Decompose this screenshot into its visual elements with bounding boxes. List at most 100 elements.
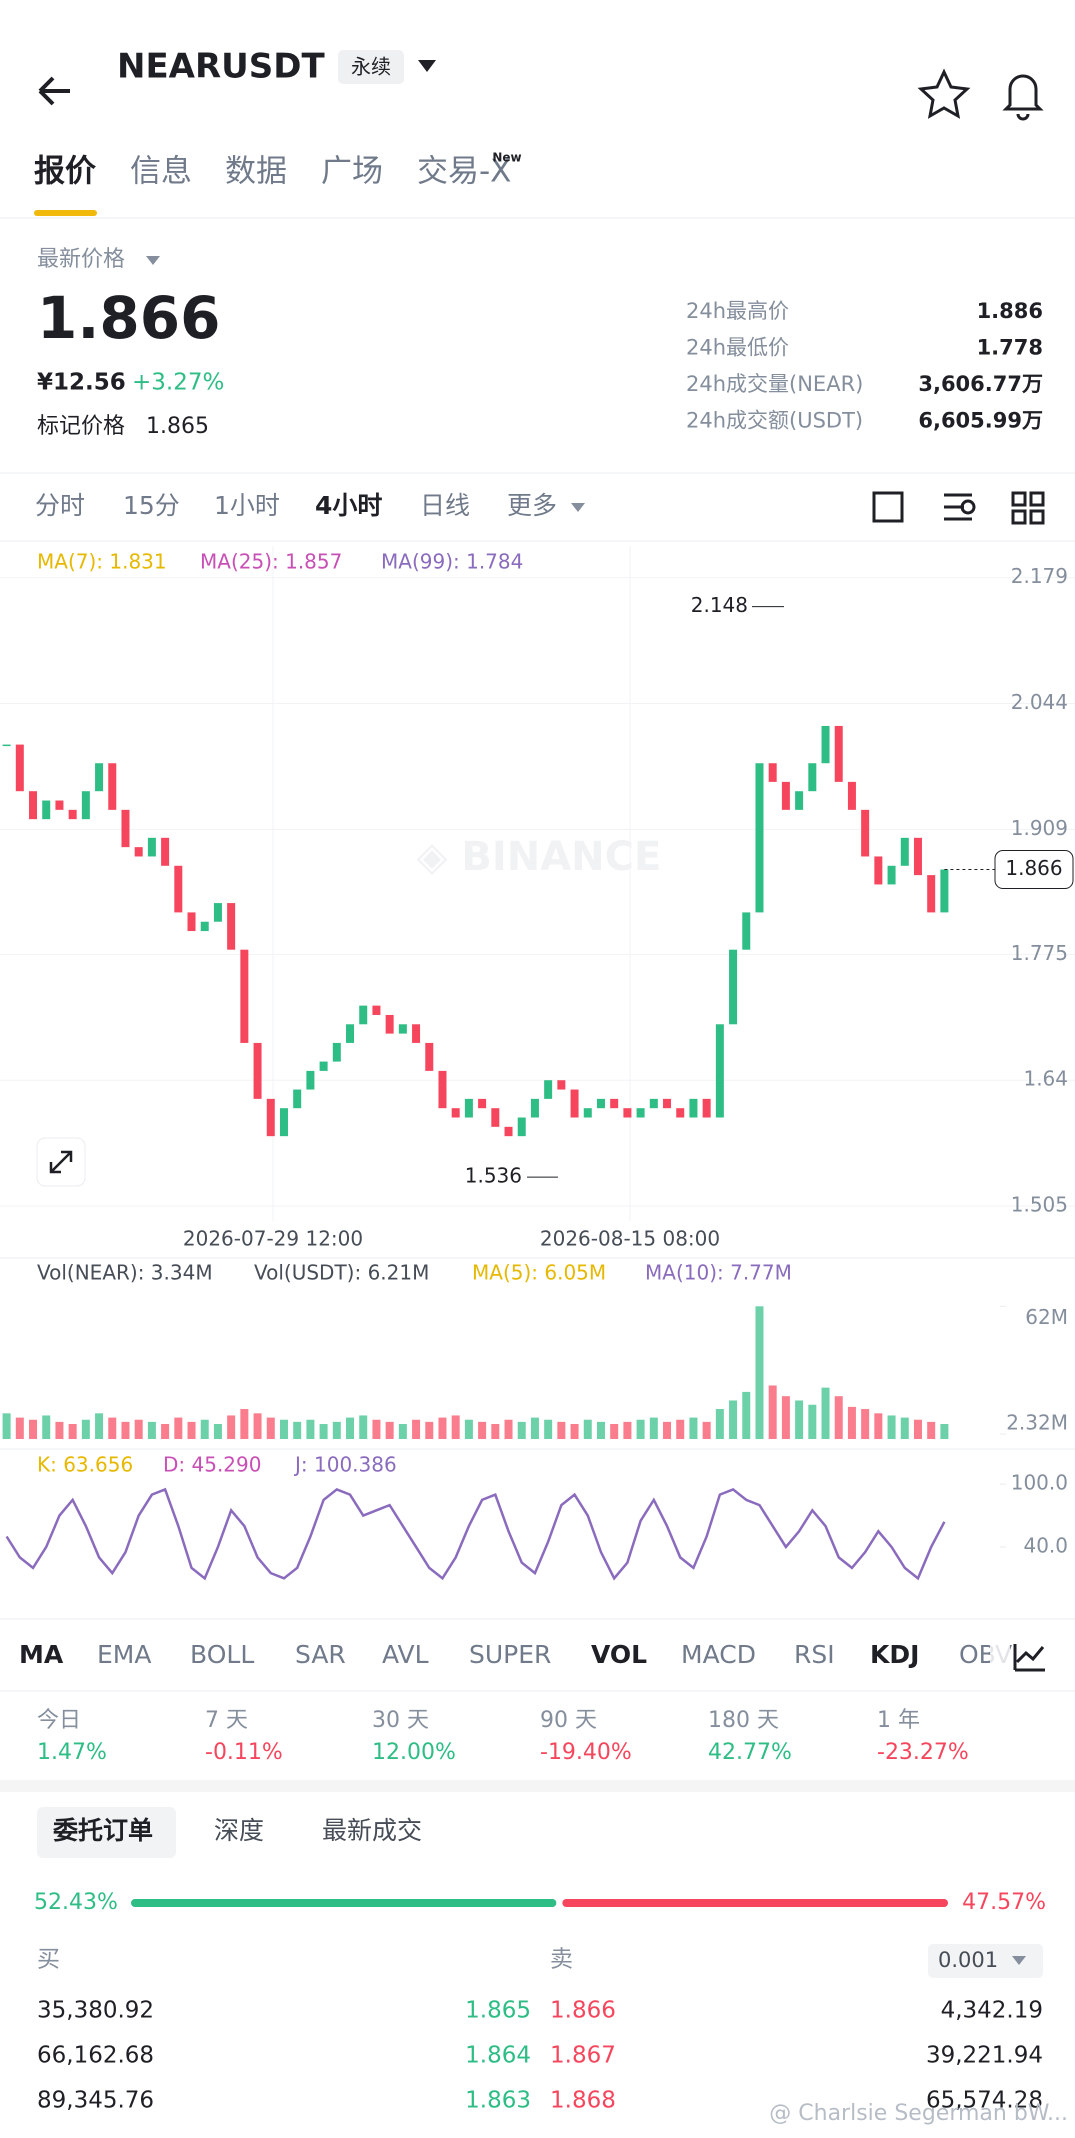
interval-tab[interactable]: 4小时	[315, 491, 382, 520]
ma-legend: MA(25): 1.857	[200, 550, 342, 574]
active-order-tab	[37, 1807, 176, 1858]
candle	[781, 781, 790, 810]
y-tick-label: 1.775	[1011, 941, 1068, 965]
volume-bar	[861, 1409, 870, 1439]
candle	[570, 1089, 579, 1118]
candle	[557, 1080, 566, 1090]
candle	[174, 865, 183, 913]
step[interactable]: 0.001	[938, 1948, 998, 1972]
tab[interactable]: 广场	[321, 154, 383, 190]
volume-bar	[781, 1396, 790, 1439]
interval-tab[interactable]: 日线	[420, 491, 470, 520]
candle	[372, 1005, 381, 1015]
order-tab[interactable]: 最新成交	[322, 1816, 422, 1845]
bid-qty: 66,162.68	[37, 2043, 154, 2069]
indicator-tab[interactable]: BOLL	[190, 1640, 254, 1669]
volume-bar	[676, 1419, 685, 1439]
candle	[887, 865, 896, 885]
return-value: -0.11%	[205, 1740, 283, 1765]
return-value: 1.47%	[37, 1740, 107, 1765]
indicator-tab[interactable]: SAR	[295, 1640, 346, 1669]
current-box	[994, 850, 1074, 890]
candle	[200, 921, 209, 932]
volume-bar	[795, 1400, 804, 1439]
kdj-legend: J: 100.386	[293, 1453, 397, 1477]
chart-settings-icon[interactable]	[1013, 1644, 1045, 1672]
volume-bar	[240, 1409, 249, 1439]
order-tab[interactable]: 深度	[214, 1816, 264, 1845]
volume-bar	[385, 1421, 394, 1439]
icon[interactable]	[872, 491, 904, 523]
candle	[266, 1098, 275, 1137]
back-icon[interactable]	[38, 76, 70, 106]
indicator-tab[interactable]: SUPER	[469, 1640, 551, 1669]
volume-bar	[108, 1417, 117, 1439]
icon[interactable]	[1011, 491, 1045, 525]
indicator-tab[interactable]: KDJ	[870, 1640, 919, 1669]
indicator-tab[interactable]: RSI	[794, 1640, 835, 1669]
volume-bar	[623, 1421, 632, 1439]
volume-bar	[530, 1417, 539, 1439]
tab[interactable]: 交易-X	[417, 154, 511, 190]
order-tab[interactable]: 委托订单	[52, 1816, 153, 1845]
volume-bar	[464, 1419, 473, 1439]
tab[interactable]: 报价	[34, 154, 96, 190]
cny-price: ¥12.56	[37, 370, 126, 396]
indicator-tab[interactable]: AVL	[382, 1640, 429, 1669]
indicator-tab[interactable]: MA	[19, 1640, 64, 1669]
candle	[29, 791, 38, 820]
y-tick-label: 2.32M	[1006, 1411, 1068, 1435]
indicator-tab[interactable]: EMA	[97, 1640, 151, 1669]
tab[interactable]: 数据	[225, 154, 287, 190]
candle	[438, 1070, 447, 1109]
candle	[213, 903, 222, 922]
ask-qty: 65,574.28	[926, 2088, 1043, 2114]
y-tick-label: 1.505	[1011, 1193, 1068, 1217]
volume-bar	[663, 1421, 672, 1439]
return-value: -23.27%	[877, 1740, 969, 1765]
dropdown-icon[interactable]	[418, 60, 436, 72]
return-period: 7 天	[205, 1708, 248, 1733]
volume-bar	[808, 1404, 817, 1439]
icon[interactable]	[960, 499, 976, 515]
volume-bar	[755, 1306, 764, 1439]
tab[interactable]: 信息	[130, 154, 192, 190]
interval-tab[interactable]: 15分	[123, 491, 180, 520]
interval-tab[interactable]: 分时	[35, 491, 85, 520]
ask-price: 1.866	[550, 1998, 616, 2024]
candle	[108, 763, 117, 810]
volume-bar	[768, 1385, 777, 1439]
step-select[interactable]	[928, 1944, 1043, 1978]
candle	[161, 837, 170, 866]
candle	[821, 725, 830, 764]
candle	[15, 744, 24, 792]
candle	[478, 1098, 487, 1109]
volume-bar	[689, 1417, 698, 1439]
volume-bar	[900, 1417, 909, 1439]
indicator-tab[interactable]: VOL	[591, 1640, 647, 1669]
volume-bar	[55, 1421, 64, 1439]
candle	[81, 791, 90, 820]
icon[interactable]	[944, 493, 972, 521]
volume-bar	[557, 1421, 566, 1439]
candle	[504, 1126, 513, 1137]
return-value: -19.40%	[540, 1740, 632, 1765]
bell-icon[interactable]	[1002, 74, 1044, 121]
step-caret	[1012, 1956, 1026, 1965]
interval-tab[interactable]: 更多	[507, 491, 557, 520]
y-tick-label: 1.64	[1023, 1067, 1068, 1091]
volume-bar	[319, 1424, 328, 1439]
candle	[940, 869, 949, 913]
candle	[121, 809, 130, 848]
x-tick-label: 2026-08-15 08:00	[540, 1227, 720, 1251]
candle	[663, 1098, 672, 1109]
star-icon[interactable]	[917, 68, 971, 119]
volume-bar	[95, 1413, 104, 1439]
fade	[990, 1636, 1010, 1676]
volume-bar	[742, 1391, 751, 1439]
expand-icon	[49, 1150, 73, 1174]
indicator-tab[interactable]: MACD	[681, 1640, 756, 1669]
interval-tab[interactable]: 1小时	[214, 491, 280, 520]
